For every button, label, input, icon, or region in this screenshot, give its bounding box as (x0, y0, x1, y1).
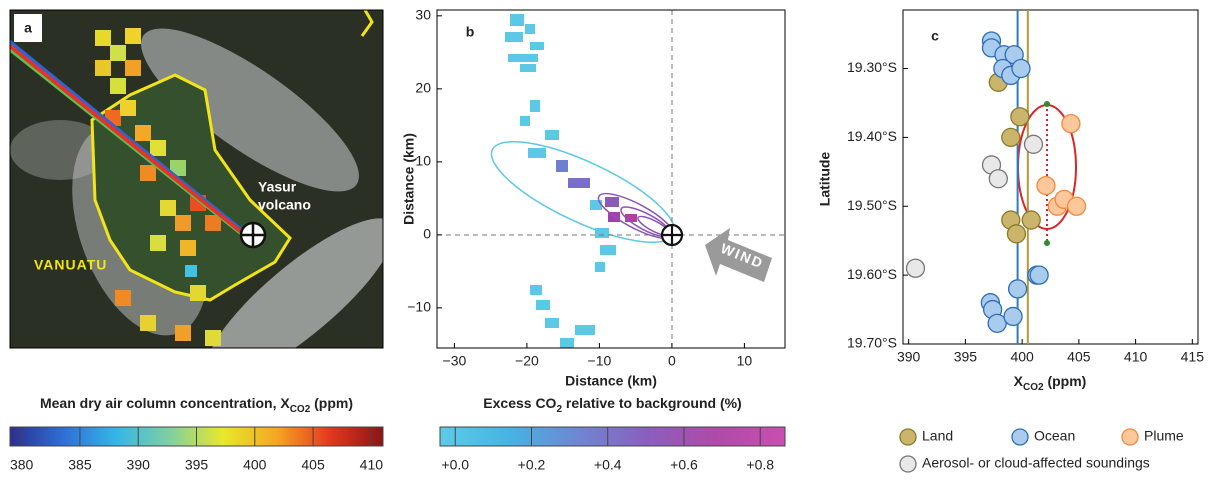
x-tick-label: 410 (1124, 349, 1148, 365)
x-tick-label: 400 (1010, 349, 1034, 365)
sounding (1010, 107, 1030, 127)
x-tick-label: 415 (1181, 349, 1205, 365)
x-tick-label: 10 (737, 353, 753, 369)
wind-arrow (705, 228, 772, 282)
x-tick-label: 395 (954, 349, 978, 365)
y-tick-label: 30 (415, 7, 431, 23)
sounding (1061, 113, 1081, 134)
colorbar-title: Excess CO2 relative to background (%) (483, 395, 741, 415)
colorbar-tick-label: +0.0 (441, 457, 469, 473)
sounding (1029, 265, 1049, 285)
colorbar-tick-label: +0.4 (594, 457, 622, 473)
legend-marker (1011, 428, 1029, 446)
y-tick-label: 0 (423, 226, 431, 242)
legend-marker (1121, 428, 1139, 446)
legend-marker (899, 455, 917, 473)
sounding (1011, 58, 1031, 79)
colorbar-title-part: relative to background (%) (562, 395, 742, 411)
colorbar-title: Mean dry air column concentration, XCO2 … (40, 395, 353, 415)
y-tick-label: 19.50°S (847, 197, 897, 213)
sounding (1006, 224, 1027, 244)
x-tick-label: −30 (443, 353, 467, 369)
colorbar-tick-label: +0.8 (746, 457, 774, 473)
enhancement-pixels (505, 14, 637, 348)
sounding (1023, 134, 1044, 154)
y-axis-label: Distance (km) (401, 133, 417, 225)
y-tick-label: −10 (407, 299, 431, 315)
y-tick-label: 10 (415, 153, 431, 169)
sounding (1066, 196, 1087, 216)
colorbar-tick-label: 390 (127, 457, 151, 473)
panel-label: c (931, 28, 939, 44)
satellite-image (10, 10, 383, 348)
sounding (1036, 175, 1056, 196)
plume-ellipses (490, 140, 676, 244)
panel-label: b (466, 24, 475, 40)
x-axis-label: Distance (km) (565, 373, 657, 389)
colorbar-tick-label: 405 (301, 457, 325, 473)
x-axis-label-part: X (1014, 373, 1024, 389)
annotation: volcano (258, 197, 311, 213)
legend-label: Aerosol- or cloud-affected soundings (922, 455, 1150, 471)
colorbar-tick-label: 400 (243, 457, 267, 473)
legend-label: Ocean (1034, 428, 1075, 444)
axis-end (1044, 240, 1050, 246)
panel-label: a (24, 20, 32, 36)
x-tick-label: 405 (1067, 349, 1091, 365)
colorbar (439, 426, 786, 447)
sounding (1007, 279, 1028, 299)
sounding (1003, 306, 1023, 327)
xco2-pixels (95, 28, 221, 346)
x-tick-label: −10 (588, 353, 612, 369)
sounding (988, 169, 1008, 189)
x-tick-label: −20 (515, 353, 539, 369)
y-tick-label: 19.70°S (847, 335, 897, 351)
sounding (1001, 127, 1021, 148)
sounding (905, 258, 926, 278)
x-tick-label: 0 (668, 353, 676, 369)
x-axis-label-part: CO2 (1023, 382, 1044, 393)
legend-marker (899, 428, 917, 446)
x-axis-label-part: (ppm) (1044, 373, 1087, 389)
colorbar-title-part: CO2 (290, 404, 311, 415)
colorbar-tick-label: 380 (10, 457, 34, 473)
sounding (987, 313, 1007, 333)
colorbar-title-part: 2 (556, 404, 562, 415)
colorbar-tick-label: 395 (185, 457, 209, 473)
x-axis-label: XCO2 (ppm) (1014, 373, 1087, 393)
colorbar-title-part: Mean dry air column concentration, X (40, 395, 290, 411)
axes-frame (436, 9, 786, 349)
y-tick-label: 19.40°S (847, 128, 897, 144)
legend-label: Land (922, 428, 953, 444)
y-tick-label: 19.30°S (847, 59, 897, 75)
region-label: VANUATU (34, 257, 107, 273)
colorbar-title-part: (ppm) (310, 395, 353, 411)
y-tick-label: 19.60°S (847, 266, 897, 282)
colorbar-tick-label: +0.6 (670, 457, 698, 473)
axis-end (1044, 101, 1050, 107)
annotation: Yasur (258, 179, 297, 195)
x-tick-label: 390 (897, 349, 921, 365)
axes-frame (902, 9, 1199, 345)
colorbar-tick-label: 410 (360, 457, 384, 473)
sounding (1021, 210, 1041, 230)
colorbar-tick-label: +0.2 (518, 457, 546, 473)
frame (9, 9, 384, 349)
panel-label-bg (14, 14, 42, 42)
y-tick-label: 20 (415, 80, 431, 96)
colorbar-tick-label: 385 (68, 457, 92, 473)
y-axis-label: Latitude (817, 152, 833, 207)
colorbar-title-part: Excess CO (483, 395, 556, 411)
legend-label: Plume (1144, 428, 1184, 444)
